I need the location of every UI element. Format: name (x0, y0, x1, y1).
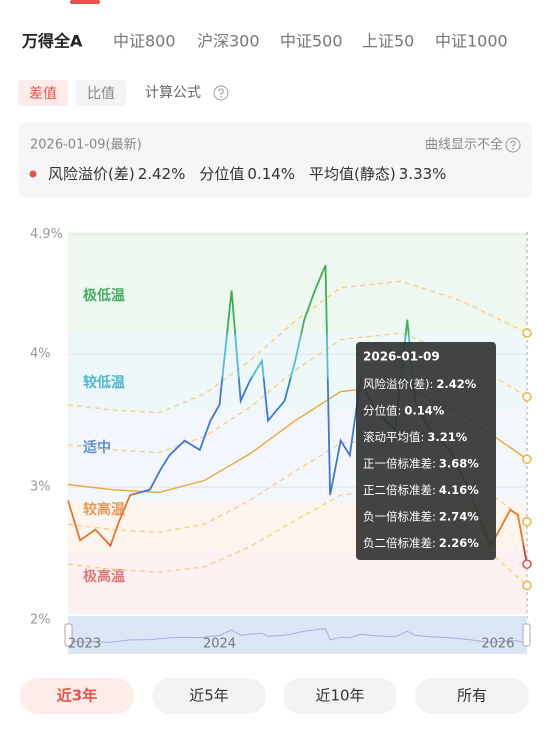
index-tab[interactable]: 万得全A (21, 32, 83, 51)
info-box (18, 122, 532, 198)
subtab-active[interactable]: 差值 (29, 86, 57, 102)
tooltip-row: 负二倍标准差: 2.26% (363, 536, 479, 550)
x-tick-label: 2023 (68, 637, 101, 652)
range-label[interactable]: 所有 (457, 687, 487, 705)
help-icon[interactable] (505, 137, 521, 153)
tooltip-label: 负二倍标准差: (363, 536, 436, 550)
tooltip-date: 2026-01-09 (363, 350, 440, 364)
range-label[interactable]: 近5年 (189, 687, 229, 705)
subtab[interactable]: 比值 (87, 86, 115, 102)
range-label[interactable]: 近3年 (57, 687, 97, 705)
tooltip-value: 2.42% (436, 377, 476, 391)
tooltip-value: 4.16% (439, 483, 479, 497)
tooltip-label: 风险溢价(差): (363, 377, 433, 391)
navigator (68, 616, 527, 654)
zone-label: 较低温 (83, 374, 125, 391)
tooltip-value: 3.68% (439, 456, 479, 470)
end-marker (522, 516, 532, 527)
legend-label: 分位值 (199, 165, 244, 183)
tooltip-value: 0.14% (404, 403, 444, 417)
range-label[interactable]: 近10年 (315, 687, 364, 705)
end-marker (522, 391, 532, 402)
tooltip-label: 负一倍标准差: (363, 509, 436, 523)
tooltip-label: 分位值: (363, 403, 401, 417)
info-legend: 风险溢价(差) 2.42% 分位值 0.14% 平均值(静态) 3.33% (48, 165, 446, 183)
tooltip-label: 正二倍标准差: (363, 483, 436, 497)
zone-label: 极高温 (83, 568, 125, 585)
formula-link[interactable]: 计算公式 (145, 85, 201, 101)
legend-label: 平均值(静态) (309, 165, 396, 183)
tooltip-value: 2.26% (439, 536, 479, 550)
tooltip-row: 风险溢价(差): 2.42% (363, 377, 477, 391)
index-tab[interactable]: 沪深300 (197, 32, 260, 51)
nav-handle[interactable] (64, 623, 73, 647)
zone-bg (68, 232, 527, 332)
y-tick-label: 2% (30, 613, 51, 628)
legend-dot (29, 170, 37, 178)
range-buttons: 近3年 近5年 近10年 所有 (20, 678, 529, 714)
legend-value: 0.14% (247, 165, 295, 183)
y-tick-label: 4% (30, 347, 51, 362)
tooltip-value: 3.21% (427, 430, 467, 444)
tooltip-row: 滚动平均值: 3.21% (363, 430, 468, 444)
tooltip-value: 2.74% (439, 509, 479, 523)
index-tabs: 万得全A 中证800 沪深300 中证500 上证50 中证1000 (21, 32, 508, 51)
tooltip-row: 负一倍标准差: 2.74% (363, 509, 479, 523)
info-date: 2026-01-09(最新) (30, 137, 142, 153)
navigator-line (67, 628, 528, 644)
tooltip-row: 正一倍标准差: 3.68% (363, 456, 479, 470)
end-marker (522, 328, 532, 338)
legend-value: 3.33% (399, 165, 447, 183)
range-button[interactable] (20, 678, 134, 714)
x-tick-label: 2024 (203, 637, 236, 652)
zone-label: 较高温 (83, 501, 125, 518)
index-tab[interactable]: 中证1000 (435, 32, 508, 51)
end-marker (522, 559, 532, 569)
tooltip-row: 正二倍标准差: 4.16% (363, 483, 479, 497)
end-marker (522, 580, 532, 591)
legend-value: 2.42% (138, 165, 186, 183)
y-tick-label: 3% (30, 480, 51, 495)
index-tab[interactable]: 上证50 (362, 32, 414, 51)
y-tick-label: 4.9% (30, 227, 63, 242)
subtab-bg[interactable] (76, 80, 126, 106)
zone-label: 极低温 (83, 287, 125, 304)
tooltip-row: 分位值: 0.14% (363, 403, 445, 417)
range-button[interactable] (283, 678, 397, 714)
end-marker (522, 454, 532, 465)
range-button[interactable] (415, 678, 529, 714)
help-icon[interactable] (213, 85, 229, 101)
subtab-bg-active[interactable] (18, 80, 68, 106)
legend-label: 风险溢价(差) (48, 165, 135, 183)
range-button[interactable] (152, 678, 266, 714)
band-line (67, 280, 528, 414)
zone-bg (68, 552, 527, 614)
index-tab[interactable]: 中证800 (113, 32, 176, 51)
nav-handle[interactable] (522, 623, 531, 647)
x-tick-label: 2026 (481, 637, 514, 652)
tab-indicator (70, 0, 100, 4)
index-tab[interactable]: 中证500 (280, 32, 343, 51)
tooltip-label: 正一倍标准差: (363, 456, 436, 470)
info-note[interactable]: 曲线显示不全 (425, 137, 503, 153)
tooltip-label: 滚动平均值: (363, 430, 424, 444)
